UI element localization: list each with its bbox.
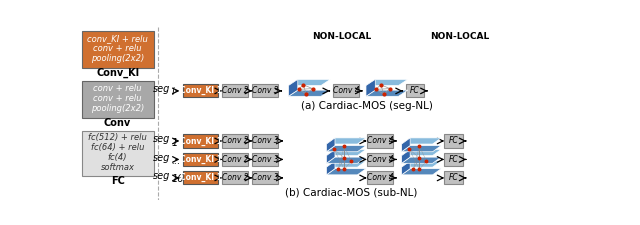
Polygon shape [326, 138, 366, 144]
Text: seg: seg [152, 153, 170, 163]
FancyBboxPatch shape [444, 153, 463, 166]
Text: conv + relu: conv + relu [93, 84, 142, 93]
Text: Conv 3: Conv 3 [252, 86, 278, 95]
Text: (a) Cardiac-MOS (seg-NL): (a) Cardiac-MOS (seg-NL) [301, 101, 433, 110]
Text: 1: 1 [172, 137, 178, 148]
FancyBboxPatch shape [81, 131, 154, 176]
Text: Conv: Conv [104, 118, 131, 128]
Polygon shape [366, 79, 375, 96]
FancyBboxPatch shape [183, 171, 218, 184]
Text: Conv_KI 1: Conv_KI 1 [179, 155, 221, 164]
FancyBboxPatch shape [183, 153, 218, 166]
Text: Conv 4: Conv 4 [367, 136, 393, 145]
Text: Conv 2: Conv 2 [221, 86, 248, 95]
FancyBboxPatch shape [183, 134, 218, 148]
Polygon shape [326, 157, 366, 163]
FancyBboxPatch shape [252, 84, 278, 97]
FancyBboxPatch shape [222, 171, 248, 184]
FancyBboxPatch shape [252, 171, 278, 184]
Text: seg: seg [152, 84, 170, 94]
Text: FC: FC [449, 136, 458, 145]
Polygon shape [289, 79, 330, 86]
Text: fc(512) + relu: fc(512) + relu [88, 133, 147, 142]
Text: (b) Cardiac-MOS (sub-NL): (b) Cardiac-MOS (sub-NL) [285, 188, 417, 198]
Polygon shape [366, 90, 408, 96]
Polygon shape [326, 149, 366, 156]
Text: pooling(2x2): pooling(2x2) [91, 104, 144, 113]
Text: Conv 4: Conv 4 [367, 173, 393, 182]
Text: i: i [172, 88, 174, 97]
Polygon shape [402, 138, 441, 144]
FancyBboxPatch shape [222, 153, 248, 166]
Text: pooling(2x2): pooling(2x2) [91, 54, 144, 63]
Text: softmax: softmax [100, 163, 134, 172]
FancyBboxPatch shape [444, 171, 463, 184]
Text: conv_KI + relu: conv_KI + relu [87, 34, 148, 43]
FancyBboxPatch shape [81, 31, 154, 68]
Text: seg: seg [152, 171, 170, 181]
FancyBboxPatch shape [367, 171, 393, 184]
Text: FC: FC [111, 176, 125, 186]
Polygon shape [402, 138, 410, 152]
Text: Conv 3: Conv 3 [252, 155, 278, 164]
Polygon shape [326, 161, 335, 175]
Text: Conv_KI 1: Conv_KI 1 [179, 136, 221, 146]
Polygon shape [402, 149, 441, 156]
Text: NON-LOCAL: NON-LOCAL [430, 32, 490, 41]
FancyBboxPatch shape [367, 134, 393, 148]
Text: ...: ... [172, 156, 181, 166]
Text: Conv 4: Conv 4 [333, 86, 359, 95]
Polygon shape [326, 161, 366, 167]
FancyBboxPatch shape [183, 84, 218, 97]
Text: NON-LOCAL: NON-LOCAL [312, 32, 372, 41]
Polygon shape [402, 157, 441, 163]
FancyBboxPatch shape [222, 134, 248, 148]
Polygon shape [402, 161, 410, 175]
Text: conv + relu: conv + relu [93, 44, 142, 53]
Text: FC: FC [449, 155, 458, 164]
Text: fc(64) + relu: fc(64) + relu [91, 143, 144, 152]
Text: Conv 2: Conv 2 [221, 173, 248, 182]
Text: Conv 2: Conv 2 [221, 136, 248, 145]
Polygon shape [402, 146, 441, 152]
FancyBboxPatch shape [81, 81, 154, 118]
Text: Conv 4: Conv 4 [367, 155, 393, 164]
Text: Conv_KI 1: Conv_KI 1 [179, 86, 221, 95]
Text: Conv_KI 1: Conv_KI 1 [179, 173, 221, 182]
Polygon shape [289, 90, 330, 96]
Polygon shape [326, 169, 366, 175]
Polygon shape [326, 149, 335, 163]
FancyBboxPatch shape [444, 134, 463, 148]
Text: Conv 3: Conv 3 [252, 173, 278, 182]
Text: FC: FC [449, 173, 458, 182]
Polygon shape [402, 149, 410, 163]
Text: conv + relu: conv + relu [93, 94, 142, 103]
FancyBboxPatch shape [333, 84, 359, 97]
Polygon shape [402, 161, 441, 167]
Polygon shape [289, 79, 298, 96]
Polygon shape [326, 138, 335, 152]
Text: Conv 2: Conv 2 [221, 155, 248, 164]
FancyBboxPatch shape [252, 153, 278, 166]
Text: Conv_KI: Conv_KI [96, 68, 139, 78]
FancyBboxPatch shape [406, 84, 424, 97]
FancyBboxPatch shape [367, 153, 393, 166]
Text: Conv 3: Conv 3 [252, 136, 278, 145]
Polygon shape [402, 169, 441, 175]
FancyBboxPatch shape [222, 84, 248, 97]
Text: 16: 16 [172, 174, 184, 184]
Polygon shape [326, 146, 366, 152]
Text: seg: seg [152, 134, 170, 144]
FancyBboxPatch shape [252, 134, 278, 148]
Polygon shape [366, 79, 408, 86]
Text: fc(4): fc(4) [108, 153, 127, 162]
Text: FC: FC [410, 86, 420, 95]
